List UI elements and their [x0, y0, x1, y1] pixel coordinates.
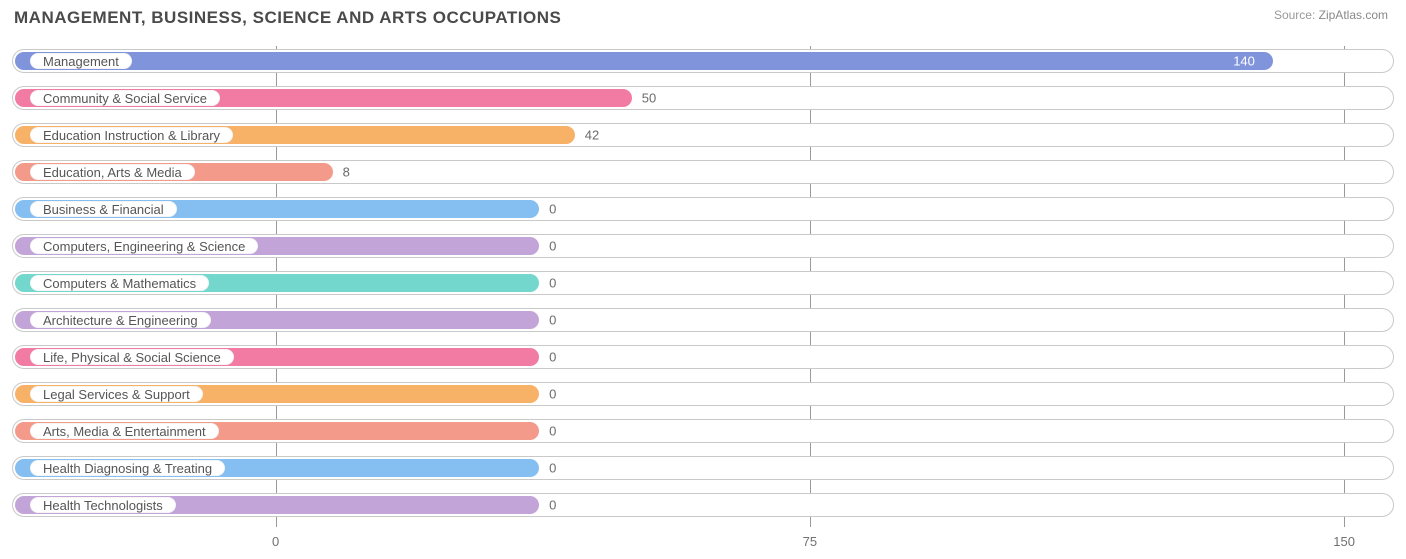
bar-value: 0	[549, 276, 556, 291]
x-axis-tick-label: 150	[1333, 534, 1355, 549]
bar-value: 0	[549, 387, 556, 402]
bar-value: 140	[1233, 54, 1255, 69]
bar-label: Arts, Media & Entertainment	[30, 423, 219, 439]
chart-title: MANAGEMENT, BUSINESS, SCIENCE AND ARTS O…	[14, 8, 561, 28]
bar-value: 0	[549, 239, 556, 254]
bar-row: Health Technologists 0	[12, 490, 1394, 520]
bar-value: 0	[549, 461, 556, 476]
bar-row: Arts, Media & Entertainment 0	[12, 416, 1394, 446]
bar-label: Health Technologists	[30, 497, 176, 513]
bar-row: Computers, Engineering & Science 0	[12, 231, 1394, 261]
bar-row: Community & Social Service 50	[12, 83, 1394, 113]
bar-label: Architecture & Engineering	[30, 312, 211, 328]
bar-label: Health Diagnosing & Treating	[30, 460, 225, 476]
bar-value: 0	[549, 350, 556, 365]
bar-label: Business & Financial	[30, 201, 177, 217]
bar-label: Management	[30, 53, 132, 69]
bar-value: 0	[549, 313, 556, 328]
plot-area: Management 140 Community & Social Service 5…	[12, 46, 1394, 527]
source-attribution: Source: ZipAtlas.com	[1274, 8, 1388, 22]
bar-row: Computers & Mathematics 0	[12, 268, 1394, 298]
bar-row: Education Instruction & Library 42	[12, 120, 1394, 150]
bar-row: Management 140	[12, 46, 1394, 76]
bar-label: Education Instruction & Library	[30, 127, 233, 143]
bar-value: 0	[549, 424, 556, 439]
bar-value: 8	[343, 165, 350, 180]
bar-fill	[15, 52, 1273, 70]
bar-label: Community & Social Service	[30, 90, 220, 106]
bar-label: Education, Arts & Media	[30, 164, 195, 180]
source-value: ZipAtlas.com	[1319, 8, 1388, 22]
bar-value: 0	[549, 498, 556, 513]
bar-label: Computers, Engineering & Science	[30, 238, 258, 254]
bar-value: 50	[642, 91, 656, 106]
bar-row: Education, Arts & Media 8	[12, 157, 1394, 187]
bar-label: Computers & Mathematics	[30, 275, 209, 291]
bar-row: Life, Physical & Social Science 0	[12, 342, 1394, 372]
bar-label: Legal Services & Support	[30, 386, 203, 402]
source-label: Source:	[1274, 8, 1315, 22]
bar-value: 42	[585, 128, 599, 143]
bar-value: 0	[549, 202, 556, 217]
bar-row: Architecture & Engineering 0	[12, 305, 1394, 335]
bar-label: Life, Physical & Social Science	[30, 349, 234, 365]
x-axis-tick-label: 0	[272, 534, 279, 549]
bar-row: Health Diagnosing & Treating 0	[12, 453, 1394, 483]
x-axis-tick-label: 75	[803, 534, 817, 549]
bar-row: Business & Financial 0	[12, 194, 1394, 224]
bar-row: Legal Services & Support 0	[12, 379, 1394, 409]
chart-container: MANAGEMENT, BUSINESS, SCIENCE AND ARTS O…	[0, 0, 1406, 559]
